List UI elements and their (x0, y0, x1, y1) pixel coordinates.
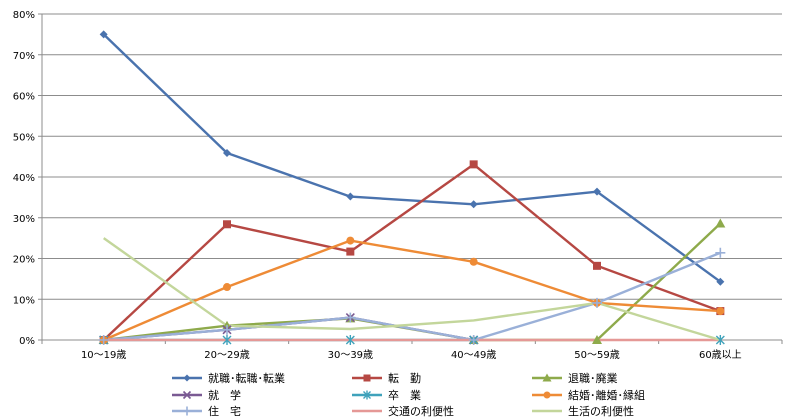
legend-marker (182, 406, 192, 416)
legend-marker (182, 390, 192, 400)
legend-label: 転 勤 (388, 372, 421, 385)
legend-label: 結婚･離婚･縁組 (568, 388, 645, 402)
data-point (592, 297, 602, 308)
data-point (222, 335, 232, 345)
series-line-1 (102, 163, 721, 341)
y-tick-label: 10% (13, 295, 35, 306)
data-point (715, 218, 726, 228)
y-tick-label: 50% (13, 132, 35, 143)
data-point (469, 160, 478, 169)
y-tick-label: 30% (13, 214, 35, 225)
data-point (592, 335, 602, 344)
legend: 就職･転職･転業 転 勤 退職･廃業就 学 卒 業 結婚･離婚･縁組住 宅 交通の利便性 生… (172, 371, 645, 418)
x-axis-ticks: 10〜19歳 20〜29歳 30〜39歳 40〜49歳 50〜59歳 60歳以上 (41, 340, 783, 361)
data-point (469, 200, 478, 209)
series-markers (98, 30, 726, 345)
data-point (715, 247, 726, 258)
data-point (98, 335, 109, 345)
data-point (223, 283, 231, 292)
data-point (716, 277, 725, 286)
legend-label: 生活の利便性 (568, 404, 634, 418)
data-point (346, 192, 355, 201)
data-point (593, 261, 601, 270)
data-point (716, 307, 725, 316)
series-line-8 (103, 237, 721, 342)
y-tick-label: 70% (13, 51, 35, 62)
legend-item: 就職･転職･転業 (172, 371, 285, 385)
y-tick-label: 40% (13, 173, 35, 184)
legend-item: 卒 業 (352, 388, 421, 402)
data-point (715, 335, 725, 345)
data-point (345, 335, 355, 345)
series-line-0 (102, 33, 722, 283)
x-tick-label: 50〜59歳 (574, 349, 619, 361)
legend-item: 退職･廃業 (532, 371, 618, 385)
legend-item: 転 勤 (352, 372, 421, 385)
data-point (468, 335, 479, 345)
legend-label: 住 宅 (208, 404, 241, 418)
y-tick-label: 20% (13, 255, 35, 266)
data-point (345, 312, 356, 323)
data-point (99, 30, 108, 39)
legend-item: 結婚･離婚･縁組 (532, 388, 645, 402)
legend-item: 交通の利便性 (352, 404, 454, 418)
legend-label: 交通の利便性 (388, 404, 454, 418)
x-tick-label: 40〜49歳 (451, 349, 496, 361)
legend-label: 退職･廃業 (568, 371, 618, 385)
legend-marker (363, 374, 371, 382)
x-tick-label: 10〜19歳 (81, 349, 126, 361)
series-lines (102, 33, 722, 342)
legend-marker (363, 390, 371, 400)
legend-marker (183, 374, 191, 382)
data-point (346, 236, 355, 245)
grid-lines (42, 13, 782, 300)
y-tick-label: 80% (13, 10, 35, 21)
series-line-5 (103, 239, 721, 342)
data-point (223, 220, 231, 229)
y-tick-label: 60% (13, 92, 35, 103)
data-point (469, 257, 478, 266)
legend-label: 就 学 (208, 388, 241, 402)
data-point (346, 247, 355, 256)
x-tick-label: 60歳以上 (699, 349, 742, 361)
y-tick-label: 0% (19, 336, 35, 347)
data-point (222, 324, 232, 335)
legend-label: 卒 業 (388, 388, 421, 402)
data-point (593, 187, 601, 196)
y-axis-ticks: 0% 10% 20% 30% 40% 50% 60% 70% 80% (13, 10, 42, 347)
legend-marker (543, 391, 551, 399)
legend-label: 就職･転職･転業 (208, 371, 285, 385)
legend-marker (542, 373, 552, 382)
legend-item: 生活の利便性 (532, 404, 634, 418)
legend-item: 就 学 (172, 388, 241, 402)
legend-item: 住 宅 (172, 404, 241, 418)
x-tick-label: 30〜39歳 (328, 349, 373, 361)
series-line-2 (103, 222, 722, 342)
data-point (223, 148, 231, 157)
series-line-6 (103, 251, 721, 342)
x-tick-label: 20〜29歳 (204, 349, 249, 361)
